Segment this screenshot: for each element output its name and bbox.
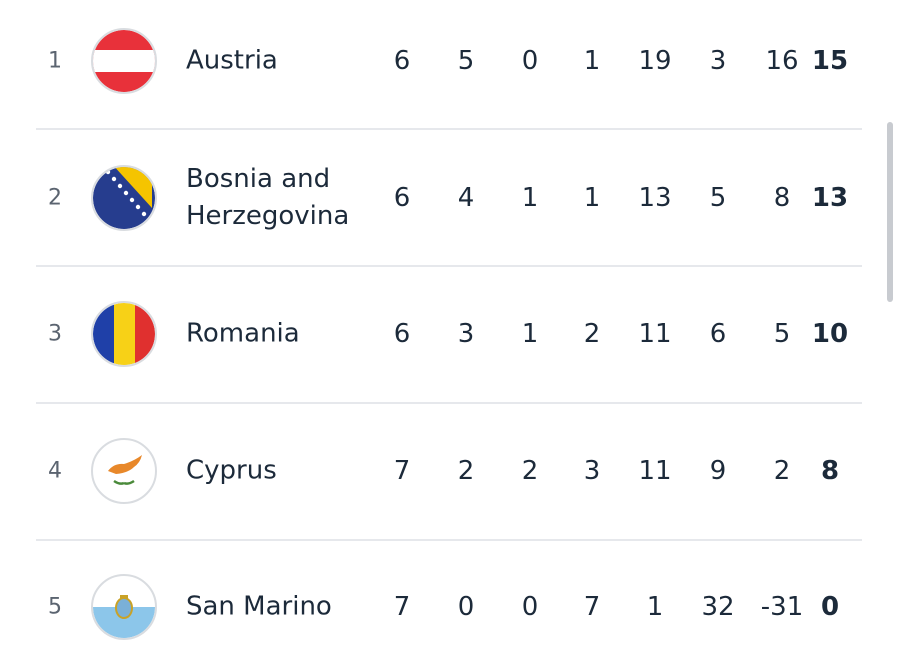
stat-cell: 5 bbox=[773, 319, 791, 349]
stat-cell: 1 bbox=[583, 182, 601, 213]
team-name: Bosnia and Herzegovina bbox=[186, 163, 350, 231]
stat-cell: 3 bbox=[709, 46, 727, 76]
stat-cell: 6 bbox=[393, 182, 411, 213]
stat-cell: 9 bbox=[709, 455, 727, 486]
stat-cell: 4 bbox=[457, 182, 475, 213]
stat-cell: 32 bbox=[701, 592, 735, 622]
stat-cell: 1 bbox=[521, 182, 539, 213]
stat-cell: 0 bbox=[457, 592, 475, 622]
stat-cell: 3 bbox=[583, 455, 601, 486]
stat-cell: 2 bbox=[457, 455, 475, 486]
stat-cell: 3 bbox=[457, 319, 475, 349]
stat-cell: 6 bbox=[709, 319, 727, 349]
stat-cell: 7 bbox=[393, 592, 411, 622]
points: 10 bbox=[811, 319, 849, 349]
stat-cell: 1 bbox=[646, 592, 664, 622]
flag-bosnia bbox=[91, 165, 157, 231]
stat-cell: 8 bbox=[773, 182, 791, 213]
stat-cell: 2 bbox=[521, 455, 539, 486]
flag-san-marino bbox=[91, 574, 157, 640]
stat-cell: 5 bbox=[457, 46, 475, 76]
stat-cell: 0 bbox=[521, 592, 539, 622]
stat-cell: 16 bbox=[765, 46, 799, 76]
flag-romania bbox=[91, 301, 157, 367]
flag-austria bbox=[91, 28, 157, 94]
stat-cell: 0 bbox=[521, 46, 539, 76]
flag-cyprus bbox=[91, 438, 157, 504]
stat-cell: 11 bbox=[638, 319, 672, 349]
team-name: Romania bbox=[186, 318, 300, 349]
stat-cell: 5 bbox=[709, 182, 727, 213]
row-divider bbox=[36, 539, 862, 541]
stat-cell: 6 bbox=[393, 319, 411, 349]
rank: 3 bbox=[48, 321, 62, 347]
stat-cell: 7 bbox=[393, 455, 411, 486]
rank: 1 bbox=[48, 48, 62, 74]
rank: 5 bbox=[48, 594, 62, 620]
team-name: Cyprus bbox=[186, 455, 277, 485]
row-divider bbox=[36, 265, 862, 267]
rank: 4 bbox=[48, 458, 62, 483]
stat-cell: 19 bbox=[638, 46, 672, 76]
stat-cell: 13 bbox=[638, 182, 672, 213]
points: 8 bbox=[820, 455, 840, 486]
stat-cell: 1 bbox=[583, 46, 601, 76]
points: 15 bbox=[811, 46, 849, 76]
points: 13 bbox=[811, 182, 849, 213]
points: 0 bbox=[820, 592, 840, 622]
stat-cell: 6 bbox=[393, 46, 411, 76]
stat-cell: 11 bbox=[638, 455, 672, 486]
row-divider bbox=[36, 402, 862, 404]
rank: 2 bbox=[48, 185, 62, 210]
stat-cell: 1 bbox=[521, 319, 539, 349]
scrollbar[interactable] bbox=[887, 122, 893, 302]
team-name: San Marino bbox=[186, 591, 332, 622]
row-divider bbox=[36, 128, 862, 130]
stat-cell: 7 bbox=[583, 592, 601, 622]
stat-cell: 2 bbox=[583, 319, 601, 349]
stat-cell: 2 bbox=[773, 455, 791, 486]
stat-cell: -31 bbox=[760, 592, 804, 622]
team-name: Austria bbox=[186, 45, 278, 76]
